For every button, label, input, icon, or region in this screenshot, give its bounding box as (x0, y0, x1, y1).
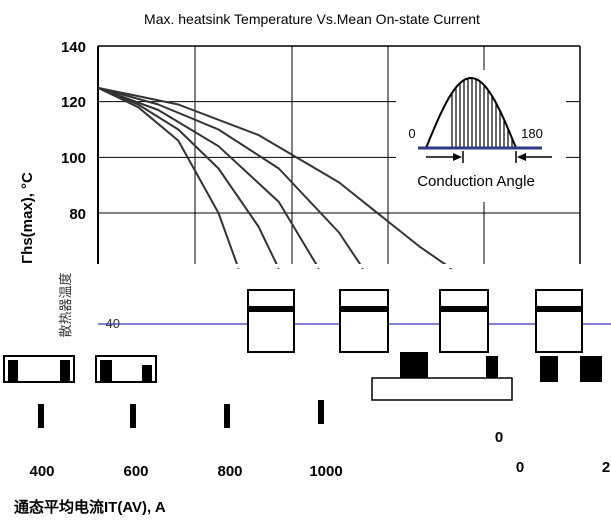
glitch-right-tick-0b: 0 (516, 459, 524, 476)
y-tick-label-80: 80 (69, 206, 86, 223)
y-tick-label-120: 120 (61, 94, 86, 111)
glitch-strip-1 (248, 306, 294, 312)
glitch-stub-3 (224, 404, 230, 428)
inset-arrow-left-head (453, 153, 462, 161)
series-line-2 (97, 86, 280, 270)
series-line-1 (97, 86, 240, 270)
glitch-block-7 (486, 356, 498, 382)
series-line-5 (97, 86, 453, 270)
glitch-block-8 (540, 356, 558, 382)
series-layer (97, 86, 453, 270)
y-tick-label-100: 100 (61, 150, 86, 167)
glitch-block-3 (339, 289, 389, 353)
glitch-bar-a-fill (8, 360, 18, 382)
series-line-4 (97, 86, 364, 270)
inset-sine-curve (425, 76, 517, 149)
glitch-tick-40: 40 (106, 316, 120, 331)
glitch-region: 散热器温度 40 0 0 2 (3, 264, 611, 476)
inset-background (396, 70, 566, 202)
glitch-block-10 (371, 377, 513, 401)
glitch-bar-b-fill-2 (142, 365, 152, 382)
glitch-strip-3 (440, 306, 488, 312)
glitch-block-2 (247, 289, 295, 353)
glitch-right-tick-0: 0 (495, 429, 503, 446)
glitch-rotated-ylabel: 散热器温度 (58, 272, 73, 337)
x-tick-label-1000: 1000 (309, 463, 342, 480)
inset-label-180: 180 (521, 126, 543, 141)
glitch-strip-4 (536, 306, 582, 312)
inset-arrow-right-head (517, 153, 526, 161)
inset-caption: Conduction Angle (417, 173, 535, 190)
series-line-3 (97, 86, 320, 270)
glitch-block-11 (318, 400, 324, 424)
glitch-stub-2 (130, 404, 136, 428)
x-tick-label-800: 800 (217, 463, 242, 480)
glitch-right-tick-2: 2 (602, 459, 610, 476)
glitch-block-9 (580, 356, 602, 382)
glitch-block-4 (439, 289, 489, 353)
inset-hatch (451, 78, 513, 148)
conduction-angle-inset: 0 180 Conduction Angle (396, 70, 566, 202)
glitch-block-1 (100, 264, 580, 268)
chart-title: Max. heatsink Temperature Vs.Mean On-sta… (144, 11, 480, 27)
inset-label-0: 0 (408, 126, 415, 141)
glitch-stub-1 (38, 404, 44, 428)
glitch-bar-b-fill (100, 360, 112, 382)
glitch-block-5 (535, 289, 583, 353)
glitch-block-6 (400, 352, 428, 382)
x-tick-label-400: 400 (29, 463, 54, 480)
x-tick-label-600: 600 (123, 463, 148, 480)
x-axis-title: 通态平均电流IT(AV), A (14, 498, 166, 516)
glitch-bar-a-fill-2 (60, 360, 70, 382)
y-axis-title: Γhs(max), °C (19, 172, 36, 264)
glitch-strip-2 (340, 306, 388, 312)
y-tick-label-140: 140 (61, 39, 86, 56)
